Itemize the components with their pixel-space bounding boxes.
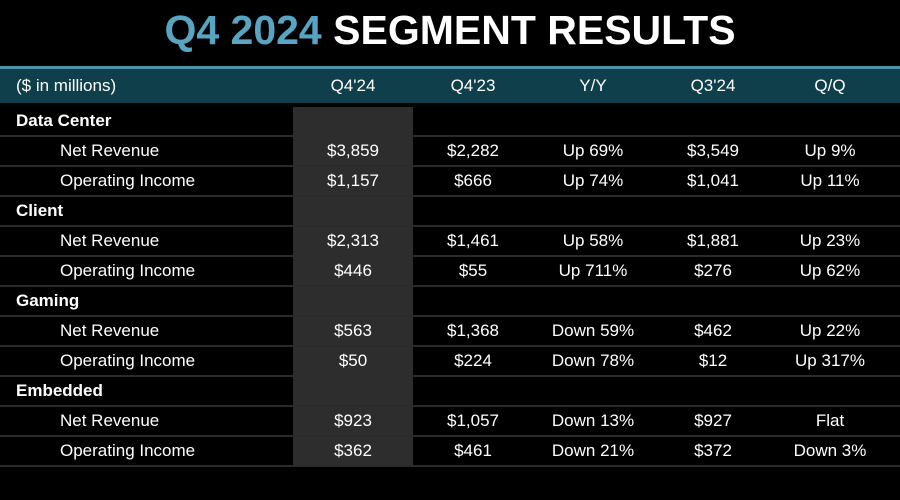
value-cell: Up 69% [562, 141, 624, 160]
value-cell: Down 59% [551, 321, 635, 340]
table-row-data-center-net-revenue: Net Revenue $3,859 $2,282 Up 69% $3,549 Up 9% [0, 137, 900, 167]
page-title: Q4 2024 SEGMENT RESULTS [0, 0, 900, 66]
value-cell: Up 11% [800, 171, 860, 190]
table-row-gaming-operating-income: Operating Income $50 $224 Down 78% $12 Up 317… [0, 347, 900, 377]
value-cell: Down 3% [793, 441, 867, 460]
value-cell: Up 22% [799, 321, 861, 340]
value-cell: $927 [694, 411, 732, 430]
table-row-client-net-revenue: Net Revenue $2,313 $1,461 Up 58% $1,881 Up 23… [0, 227, 900, 257]
value-cell: Up 58% [562, 231, 624, 250]
value-cell: Down 78% [551, 351, 635, 370]
column-header-yy: Y/Y [579, 76, 607, 95]
section-label: Data Center [16, 111, 112, 130]
value-cell: $276 [694, 261, 732, 280]
value-cell: Up 9% [804, 141, 856, 160]
value-cell: $372 [694, 441, 732, 460]
value-cell: Up 62% [799, 261, 861, 280]
section-empty-cell [293, 287, 413, 315]
title-quarter: Q4 2024 [164, 7, 322, 53]
value-cell: $923 [293, 407, 413, 435]
section-row-gaming: Gaming [0, 287, 900, 317]
column-header-q324: Q3'24 [690, 76, 736, 95]
row-label: Operating Income [60, 441, 196, 460]
section-row-embedded: Embedded [0, 377, 900, 407]
value-cell: Flat [815, 411, 845, 430]
row-label: Operating Income [60, 351, 196, 370]
column-header-qq: Q/Q [814, 76, 846, 95]
value-cell: $446 [293, 257, 413, 285]
value-cell: $12 [698, 351, 728, 370]
value-cell: $50 [293, 347, 413, 375]
value-cell: Up 317% [795, 351, 865, 370]
value-cell: $462 [694, 321, 732, 340]
value-cell: $1,461 [447, 231, 499, 250]
value-cell: $55 [458, 261, 488, 280]
value-cell: $461 [454, 441, 492, 460]
value-cell: $2,313 [293, 227, 413, 255]
value-cell: $563 [293, 317, 413, 345]
section-empty-cell [293, 197, 413, 225]
table-row-embedded-operating-income: Operating Income $362 $461 Down 21% $372 Down… [0, 437, 900, 467]
value-cell: Up 711% [558, 261, 628, 280]
row-label: Net Revenue [60, 321, 160, 340]
column-header-q423: Q4'23 [450, 76, 496, 95]
table-row-client-operating-income: Operating Income $446 $55 Up 711% $276 Up 62% [0, 257, 900, 287]
value-cell: Up 23% [799, 231, 861, 250]
value-cell: $1,057 [447, 411, 499, 430]
section-label: Gaming [16, 291, 80, 310]
section-label: Client [16, 201, 64, 220]
section-row-client: Client [0, 197, 900, 227]
column-header-q424: Q4'24 [330, 76, 376, 95]
value-cell: $1,157 [293, 167, 413, 195]
value-cell: $1,368 [447, 321, 499, 340]
table-header-row: ($ in millions) Q4'24 Q4'23 Y/Y Q3'24 Q/… [0, 66, 900, 103]
column-header-metric: ($ in millions) [16, 76, 117, 95]
row-label: Operating Income [60, 261, 196, 280]
row-label: Net Revenue [60, 231, 160, 250]
section-empty-cell [293, 107, 413, 135]
table-row-embedded-net-revenue: Net Revenue $923 $1,057 Down 13% $927 Flat [0, 407, 900, 437]
table-row-data-center-operating-income: Operating Income $1,157 $666 Up 74% $1,041 Up… [0, 167, 900, 197]
value-cell: $1,881 [687, 231, 739, 250]
value-cell: $666 [454, 171, 492, 190]
row-label: Operating Income [60, 171, 196, 190]
table-body: Data Center Net Revenue $3,859 $2,282 Up 69%… [0, 107, 900, 467]
section-label: Embedded [16, 381, 103, 400]
value-cell: Up 74% [562, 171, 624, 190]
value-cell: $1,041 [687, 171, 739, 190]
value-cell: $3,859 [293, 137, 413, 165]
row-label: Net Revenue [60, 411, 160, 430]
value-cell: $3,549 [687, 141, 739, 160]
section-empty-cell [293, 377, 413, 405]
section-row-data-center: Data Center [0, 107, 900, 137]
value-cell: $224 [454, 351, 492, 370]
table-row-gaming-net-revenue: Net Revenue $563 $1,368 Down 59% $462 Up 22% [0, 317, 900, 347]
value-cell: Down 13% [551, 411, 635, 430]
value-cell: Down 21% [551, 441, 635, 460]
value-cell: $362 [293, 437, 413, 465]
title-rest: SEGMENT RESULTS [321, 7, 736, 53]
row-label: Net Revenue [60, 141, 160, 160]
value-cell: $2,282 [447, 141, 499, 160]
